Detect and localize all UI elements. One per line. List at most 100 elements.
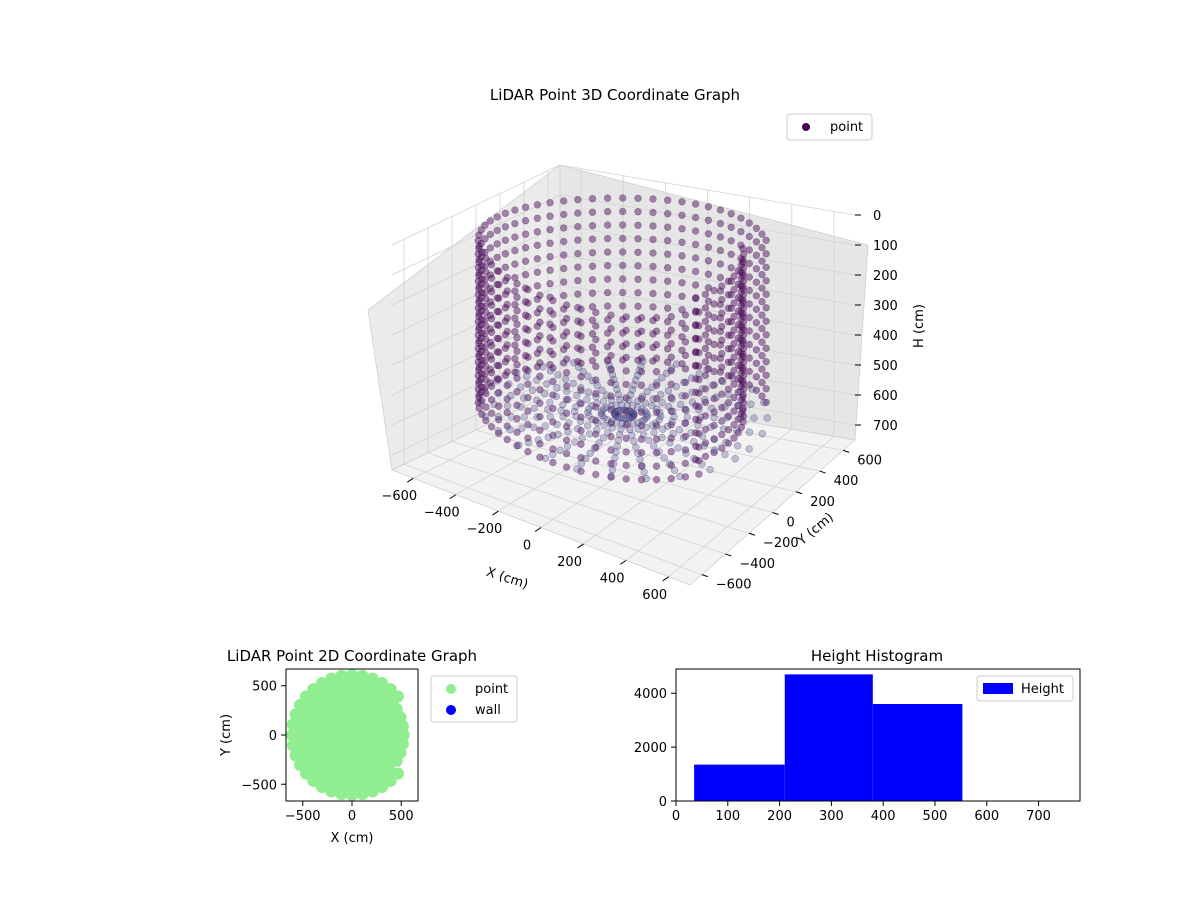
point-3d — [701, 385, 710, 393]
point-3d — [619, 414, 628, 422]
point-3d — [747, 400, 755, 408]
point-3d — [763, 414, 771, 422]
point-3d — [474, 304, 482, 312]
grid-line — [559, 164, 856, 216]
point-3d — [658, 398, 666, 407]
point-3d — [676, 400, 685, 409]
grid-line — [391, 224, 561, 306]
point-3d — [649, 276, 657, 284]
x-tick-label-3d: 0 — [523, 539, 531, 554]
point-3d — [730, 353, 738, 361]
point-3d — [758, 378, 766, 387]
point-3d — [608, 371, 617, 379]
point-3d — [701, 412, 710, 420]
point-3d — [710, 421, 718, 430]
grid-line — [547, 395, 844, 451]
point-3d — [607, 365, 615, 373]
point-3d — [734, 361, 742, 369]
point-3d — [652, 462, 661, 470]
point-3d — [758, 297, 766, 306]
point-3d — [475, 323, 483, 331]
point-3d — [559, 345, 568, 354]
point-3d — [652, 419, 660, 427]
point-3d — [745, 219, 753, 227]
point-3d — [513, 280, 521, 288]
point-3d — [592, 322, 600, 330]
point-3d — [607, 311, 615, 319]
point-3d — [692, 361, 700, 369]
point-3d — [512, 369, 521, 377]
legend-2d: point wall — [430, 675, 518, 723]
point-3d — [475, 271, 483, 280]
point-3d — [695, 370, 703, 378]
point-3d — [760, 398, 768, 407]
point-3d — [513, 374, 521, 382]
x-tick-label-3d: 400 — [600, 571, 625, 586]
point-3d — [739, 263, 748, 272]
point-3d — [533, 228, 542, 236]
histogram-bar — [872, 704, 963, 801]
point-3d — [477, 226, 485, 234]
grid-line — [391, 194, 561, 276]
point-3d — [475, 337, 483, 345]
point-3d — [762, 236, 770, 245]
point-3d — [695, 362, 703, 370]
point-3d — [474, 317, 482, 326]
point-3d — [622, 340, 630, 348]
point-3d — [622, 394, 630, 402]
point-3d — [752, 278, 761, 286]
grid-line — [559, 254, 856, 306]
point-3d — [710, 435, 718, 443]
point-3d — [618, 221, 627, 229]
point-3d — [737, 268, 745, 276]
y-tick-3d — [772, 512, 779, 515]
point-3d — [574, 195, 582, 204]
point-3d — [598, 411, 606, 420]
point-3d — [710, 446, 719, 454]
point-3d — [701, 452, 710, 461]
point-3d — [487, 396, 496, 404]
point-2d — [346, 669, 358, 681]
z-tick-label-3d: 700 — [873, 419, 898, 434]
point-3d — [482, 281, 490, 290]
point-3d — [559, 359, 568, 367]
point-3d — [570, 359, 578, 367]
point-3d — [734, 334, 742, 342]
chart-2d-title: LiDAR Point 2D Coordinate Graph — [227, 647, 477, 665]
point-3d — [737, 423, 745, 431]
histogram-bar — [694, 764, 785, 801]
point-3d — [562, 395, 571, 404]
point-3d — [730, 326, 738, 334]
point-3d — [739, 418, 747, 426]
point-3d — [638, 417, 646, 425]
point-3d — [636, 455, 644, 464]
point-3d — [571, 438, 579, 446]
point-3d — [592, 308, 600, 317]
point-3d — [637, 368, 646, 376]
point-3d — [553, 420, 561, 429]
point-3d — [739, 398, 748, 407]
point-3d — [474, 371, 482, 380]
point-3d — [724, 304, 733, 312]
point-3d — [734, 375, 742, 383]
point-3d — [481, 275, 489, 283]
point-3d — [598, 407, 606, 415]
point-3d — [736, 414, 745, 422]
point-3d — [652, 327, 661, 335]
point-3d — [503, 395, 511, 403]
point-3d — [501, 263, 510, 271]
x-tick-label-3d: −400 — [424, 506, 460, 521]
point-3d — [546, 320, 554, 328]
point-3d — [628, 402, 637, 410]
hist-x-tick-label: 200 — [767, 809, 792, 824]
point-3d — [475, 256, 483, 264]
point-3d — [562, 422, 571, 431]
point-3d — [663, 345, 672, 353]
point-3d — [533, 241, 542, 250]
point-3d — [739, 256, 747, 264]
point-3d — [507, 413, 515, 421]
point-3d — [598, 386, 606, 394]
point-3d — [493, 307, 501, 316]
point-3d — [588, 330, 597, 338]
point-3d — [734, 348, 742, 356]
